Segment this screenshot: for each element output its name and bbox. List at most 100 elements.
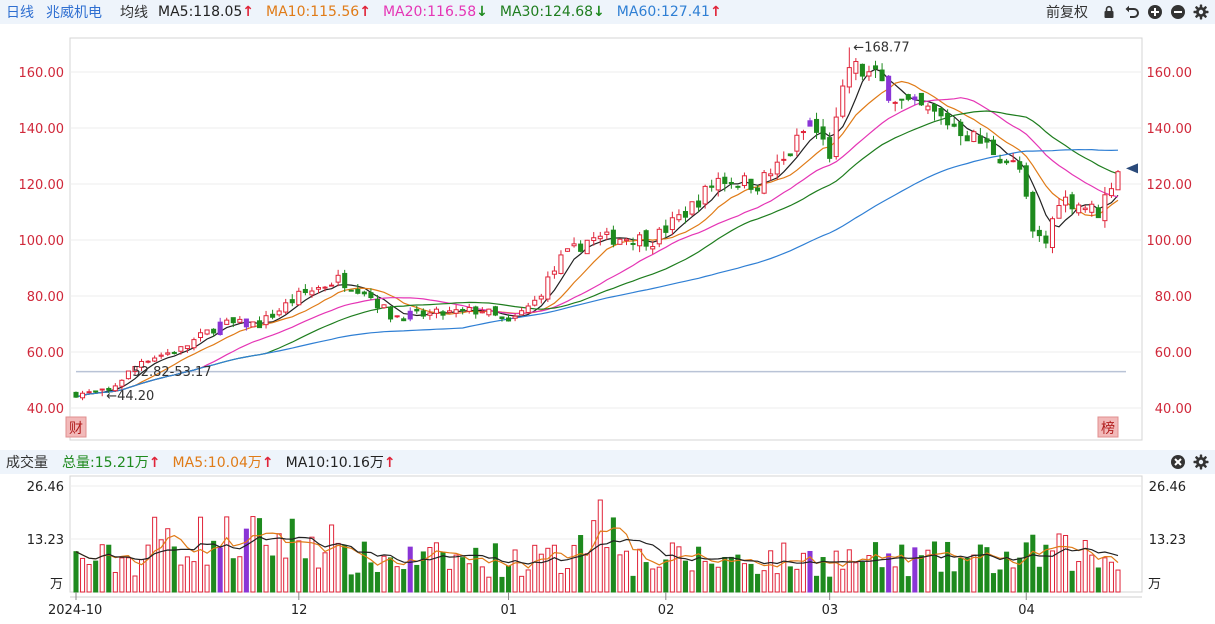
- candle: [309, 290, 315, 296]
- candle: [204, 329, 210, 335]
- volume-bar: [905, 576, 911, 593]
- volume-bar: [617, 554, 623, 593]
- candle: [912, 96, 918, 101]
- ma-line-ma10: [75, 80, 1119, 398]
- indicator-selector[interactable]: 均线: [120, 5, 148, 21]
- volume-bar: [132, 575, 138, 593]
- volume-bar: [564, 568, 571, 593]
- candle: [564, 248, 571, 252]
- volume-bar: [833, 550, 839, 593]
- candle: [486, 308, 492, 316]
- volume-bar: [918, 555, 924, 593]
- x-tick-label: 12: [291, 603, 308, 618]
- volume-bar: [840, 568, 846, 593]
- volume-bar: [879, 567, 885, 593]
- candle: [407, 310, 413, 320]
- price-chart[interactable]: 40.00 40.00 60.00 60.00 80.00 80.00 100.00 100.…: [0, 24, 1215, 450]
- candle: [525, 305, 531, 313]
- volume-bar: [551, 544, 557, 593]
- candle: [119, 379, 125, 387]
- candle: [440, 311, 446, 316]
- y-tick-label-left: 80.00: [27, 290, 64, 305]
- candle: [643, 230, 649, 247]
- volume-bar: [381, 555, 387, 593]
- volume-bar: [453, 554, 459, 593]
- undo-icon[interactable]: [1124, 4, 1140, 20]
- volume-bar: [93, 560, 99, 593]
- volume-bar: [388, 557, 394, 593]
- volume-bar: [335, 542, 341, 593]
- finance-badge: 财: [69, 421, 83, 437]
- y-tick-label-left: 120.00: [19, 178, 65, 193]
- volume-bar: [80, 557, 86, 593]
- y-tick-label-left: 60.00: [27, 346, 64, 361]
- candle: [420, 310, 426, 317]
- candle: [892, 101, 898, 104]
- ma-line-ma20: [75, 97, 1119, 398]
- volume-bar: [728, 556, 734, 593]
- lock-icon[interactable]: [1101, 4, 1117, 20]
- settings-icon[interactable]: [1193, 4, 1209, 20]
- candle: [276, 310, 282, 316]
- candle: [1102, 194, 1108, 222]
- zoom-in-icon[interactable]: [1147, 4, 1163, 20]
- volume-bar: [886, 553, 892, 593]
- adjust-selector[interactable]: 前复权: [1046, 5, 1088, 21]
- candle: [604, 231, 610, 235]
- stock-name[interactable]: 兆威机电: [46, 5, 102, 21]
- candle: [361, 291, 367, 295]
- volume-bar: [1095, 567, 1101, 593]
- candle: [696, 200, 702, 208]
- volume-bar: [872, 542, 879, 593]
- candle: [1108, 188, 1114, 197]
- candle: [224, 319, 230, 325]
- header-tools: 前复权: [1046, 0, 1209, 24]
- volume-bar: [420, 551, 426, 593]
- volume-bar: [938, 571, 944, 593]
- candle: [637, 234, 643, 247]
- candle: [905, 94, 911, 100]
- candle: [256, 320, 263, 329]
- zoom-out-icon[interactable]: [1170, 4, 1186, 20]
- candle: [630, 242, 636, 245]
- candle: [669, 217, 675, 231]
- volume-bar: [610, 517, 616, 593]
- volume-bar: [178, 564, 184, 593]
- ma-legend-item: MA5:118.05↑: [158, 4, 255, 20]
- candle: [139, 360, 145, 368]
- price-header: 日线 兆威机电 均线 MA5:118.05↑ MA10:115.56↑ MA20:1…: [0, 0, 1215, 24]
- volume-bar: [73, 551, 79, 593]
- candle: [597, 235, 603, 240]
- candle: [348, 289, 354, 292]
- candle: [656, 228, 662, 245]
- candle: [519, 310, 525, 316]
- volume-bar: [492, 543, 498, 593]
- volume-chart[interactable]: 26.46 26.46 13.23 13.23 万 万 2024-10 12 01 02 03 04: [0, 474, 1215, 624]
- volume-bar: [538, 553, 544, 593]
- candle: [460, 308, 466, 311]
- candle: [951, 123, 957, 127]
- volume-bar: [519, 575, 525, 593]
- close-icon[interactable]: [1170, 454, 1186, 470]
- y-tick-label-right: 80.00: [1155, 290, 1192, 305]
- volume-bar: [571, 544, 577, 593]
- candle: [997, 158, 1003, 164]
- price-annotation: ←44.20: [106, 389, 154, 404]
- volume-bar: [774, 573, 780, 593]
- volume-bar: [505, 565, 512, 593]
- candle: [329, 284, 335, 287]
- candle: [584, 239, 590, 255]
- candle: [93, 390, 99, 393]
- volume-bar: [768, 550, 774, 593]
- last-price-marker-icon: [1126, 163, 1138, 174]
- period-selector[interactable]: 日线: [6, 5, 34, 21]
- volume-bar: [427, 547, 433, 593]
- y-tick-label-right: 140.00: [1147, 122, 1193, 137]
- volume-header: 成交量 总量:15.21万↑ MA5:10.04万↑ MA10:10.16万↑: [0, 450, 1215, 474]
- y-tick-label-left: 100.00: [19, 234, 65, 249]
- volume-bar: [125, 557, 131, 593]
- candle: [931, 104, 938, 112]
- volume-bar: [682, 560, 689, 593]
- settings-icon[interactable]: [1193, 454, 1209, 470]
- price-panel-frame: [69, 37, 1143, 441]
